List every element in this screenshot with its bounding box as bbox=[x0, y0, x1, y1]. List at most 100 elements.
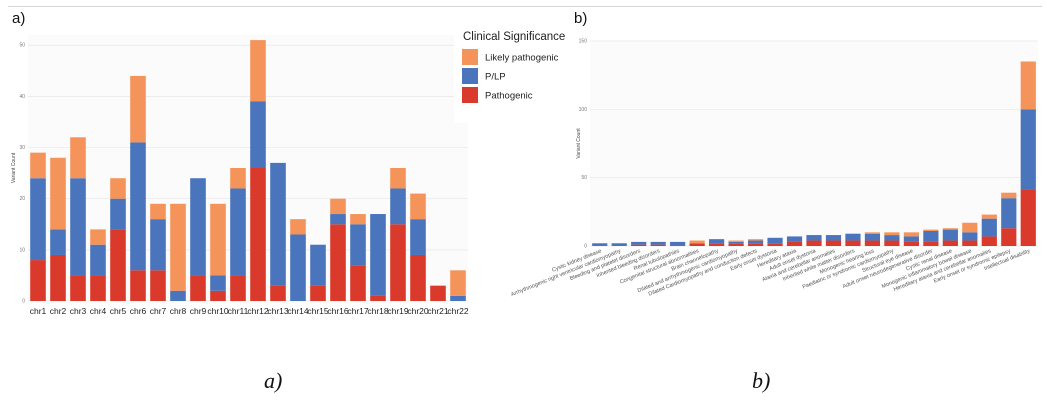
bar-likely-pathogenic-21 bbox=[1001, 192, 1017, 199]
legend-item-label: Likely pathogenic bbox=[485, 53, 559, 64]
bar-pathogenic-3 bbox=[90, 275, 106, 301]
legend-swatch-likely-pathogenic bbox=[462, 49, 478, 65]
bar-likely-pathogenic-6 bbox=[150, 203, 166, 220]
bar-likely-pathogenic-2 bbox=[70, 137, 86, 179]
bar-p-lp-6 bbox=[150, 219, 166, 271]
x-tick-label: Inherited white matter disorders bbox=[782, 248, 856, 283]
bar-likely-pathogenic-11 bbox=[250, 40, 266, 102]
x-tick-label: chr3 bbox=[70, 306, 87, 316]
bar-p-lp-4 bbox=[670, 241, 686, 246]
bar-likely-pathogenic-10 bbox=[230, 168, 246, 189]
y-tick-label: 50 bbox=[19, 43, 25, 49]
legend-title: Clinical Significance bbox=[463, 31, 565, 43]
bar-likely-pathogenic-1 bbox=[50, 157, 66, 230]
bar-likely-pathogenic-4 bbox=[110, 178, 126, 199]
x-tick-label: chr18 bbox=[367, 306, 389, 316]
x-tick-label: chr8 bbox=[170, 306, 187, 316]
y-tick-label: 20 bbox=[19, 196, 25, 202]
bar-likely-pathogenic-18 bbox=[390, 168, 406, 189]
x-tick-label: chr6 bbox=[130, 306, 147, 316]
y-axis-label: Variant Count bbox=[11, 152, 17, 183]
x-tick-label: Paediatric or syndromic cardiomyopathy bbox=[802, 248, 895, 290]
x-tick-label: Dilated Cardiomyopathy and conduction de… bbox=[648, 248, 759, 297]
x-tick-label: chr9 bbox=[190, 306, 207, 316]
bar-likely-pathogenic-3 bbox=[90, 229, 106, 245]
x-tick-label: chr14 bbox=[287, 306, 309, 316]
legend-swatch-p-lp bbox=[462, 68, 478, 84]
bar-p-lp-15 bbox=[330, 214, 346, 225]
x-tick-label: Adult onset neurodegenerative disorder bbox=[842, 248, 934, 290]
y-tick-label: 10 bbox=[19, 247, 25, 253]
bar-pathogenic-9 bbox=[767, 243, 783, 246]
x-tick-label: chr1 bbox=[30, 306, 47, 316]
bar-p-lp-5 bbox=[130, 142, 146, 271]
x-tick-label: Inherited bleeding disorders bbox=[596, 248, 661, 279]
bar-p-lp-1 bbox=[50, 229, 66, 255]
x-tick-label: chr19 bbox=[387, 306, 409, 316]
bar-pathogenic-14 bbox=[864, 240, 881, 246]
x-tick-label: Early onset dystonia bbox=[730, 248, 779, 272]
figure-frame: a) 0 10 20 30 40 50 Variant Count chr1 chr2 chr3 ch… bbox=[8, 6, 1042, 361]
x-tick-label: Structural eye disease bbox=[861, 248, 914, 274]
bar-pathogenic-11 bbox=[250, 168, 266, 301]
bar-pathogenic-18 bbox=[390, 224, 406, 301]
caption-a: a) bbox=[264, 368, 283, 393]
bar-likely-pathogenic-7 bbox=[170, 203, 186, 291]
bar-p-lp-16 bbox=[903, 236, 919, 242]
legend-item-label: Pathogenic bbox=[485, 91, 533, 102]
bar-pathogenic-18 bbox=[942, 240, 958, 246]
bar-p-lp-0 bbox=[592, 243, 608, 246]
x-tick-label: Renal tubulopathies bbox=[633, 248, 681, 272]
bar-likely-pathogenic-7 bbox=[728, 240, 744, 242]
bar-likely-pathogenic-5 bbox=[689, 240, 705, 244]
bar-likely-pathogenic-9 bbox=[210, 203, 226, 276]
legend: Clinical Significance Likely pathogenic P/… bbox=[454, 23, 574, 123]
bar-p-lp-17 bbox=[370, 214, 386, 296]
bar-pathogenic-4 bbox=[110, 229, 126, 301]
bar-likely-pathogenic-15 bbox=[330, 198, 346, 215]
x-tick-label: chr12 bbox=[247, 306, 269, 316]
bar-likely-pathogenic-19 bbox=[410, 193, 426, 220]
bar-pathogenic-12 bbox=[825, 240, 842, 246]
x-tick-label: Congenital structural abnormalities bbox=[619, 248, 700, 285]
bar-p-lp-11 bbox=[806, 235, 822, 241]
bar-p-lp-21 bbox=[450, 295, 466, 301]
x-tick-label: Cystic renal disease bbox=[905, 248, 953, 272]
bar-pathogenic-19 bbox=[962, 240, 978, 246]
bar-p-lp-19 bbox=[962, 232, 978, 241]
bar-likely-pathogenic-14 bbox=[864, 232, 881, 234]
bar-pathogenic-21 bbox=[1001, 228, 1017, 246]
bar-pathogenic-20 bbox=[430, 285, 446, 301]
x-tick-label: Early onset or syndromic epilepsy bbox=[933, 248, 1012, 284]
bar-p-lp-10 bbox=[786, 236, 803, 242]
bar-pathogenic-11 bbox=[806, 240, 822, 246]
bar-pathogenic-15 bbox=[330, 224, 346, 301]
bar-p-lp-18 bbox=[390, 188, 406, 225]
bar-likely-pathogenic-20 bbox=[981, 214, 997, 219]
x-tick-label: Hereditary ataxia bbox=[756, 248, 798, 269]
x-tick-label: chr22 bbox=[447, 306, 469, 316]
bar-pathogenic-2 bbox=[70, 275, 86, 301]
bar-likely-pathogenic-16 bbox=[903, 232, 919, 237]
bar-pathogenic-8 bbox=[747, 243, 764, 246]
bar-p-lp-16 bbox=[350, 224, 366, 266]
plot-background bbox=[590, 41, 1038, 246]
bar-pathogenic-13 bbox=[845, 240, 861, 246]
bar-p-lp-2 bbox=[631, 241, 647, 245]
bar-p-lp-17 bbox=[923, 230, 939, 242]
legend-item-label: P/LP bbox=[485, 72, 506, 83]
bar-likely-pathogenic-16 bbox=[350, 214, 366, 225]
x-tick-label: chr13 bbox=[267, 306, 289, 316]
y-tick-label: 40 bbox=[19, 94, 25, 100]
bar-pathogenic-7 bbox=[728, 243, 744, 246]
x-tick-label: chr11 bbox=[228, 306, 249, 316]
bar-p-lp-12 bbox=[825, 235, 842, 241]
y-tick-label: 30 bbox=[19, 145, 25, 151]
bar-likely-pathogenic-22 bbox=[1020, 61, 1036, 110]
bar-p-lp-7 bbox=[728, 241, 744, 244]
x-tick-label: chr7 bbox=[150, 306, 167, 316]
caption-b: b) bbox=[752, 368, 771, 393]
bar-pathogenic-14 bbox=[310, 285, 326, 301]
bar-p-lp-14 bbox=[310, 244, 326, 286]
